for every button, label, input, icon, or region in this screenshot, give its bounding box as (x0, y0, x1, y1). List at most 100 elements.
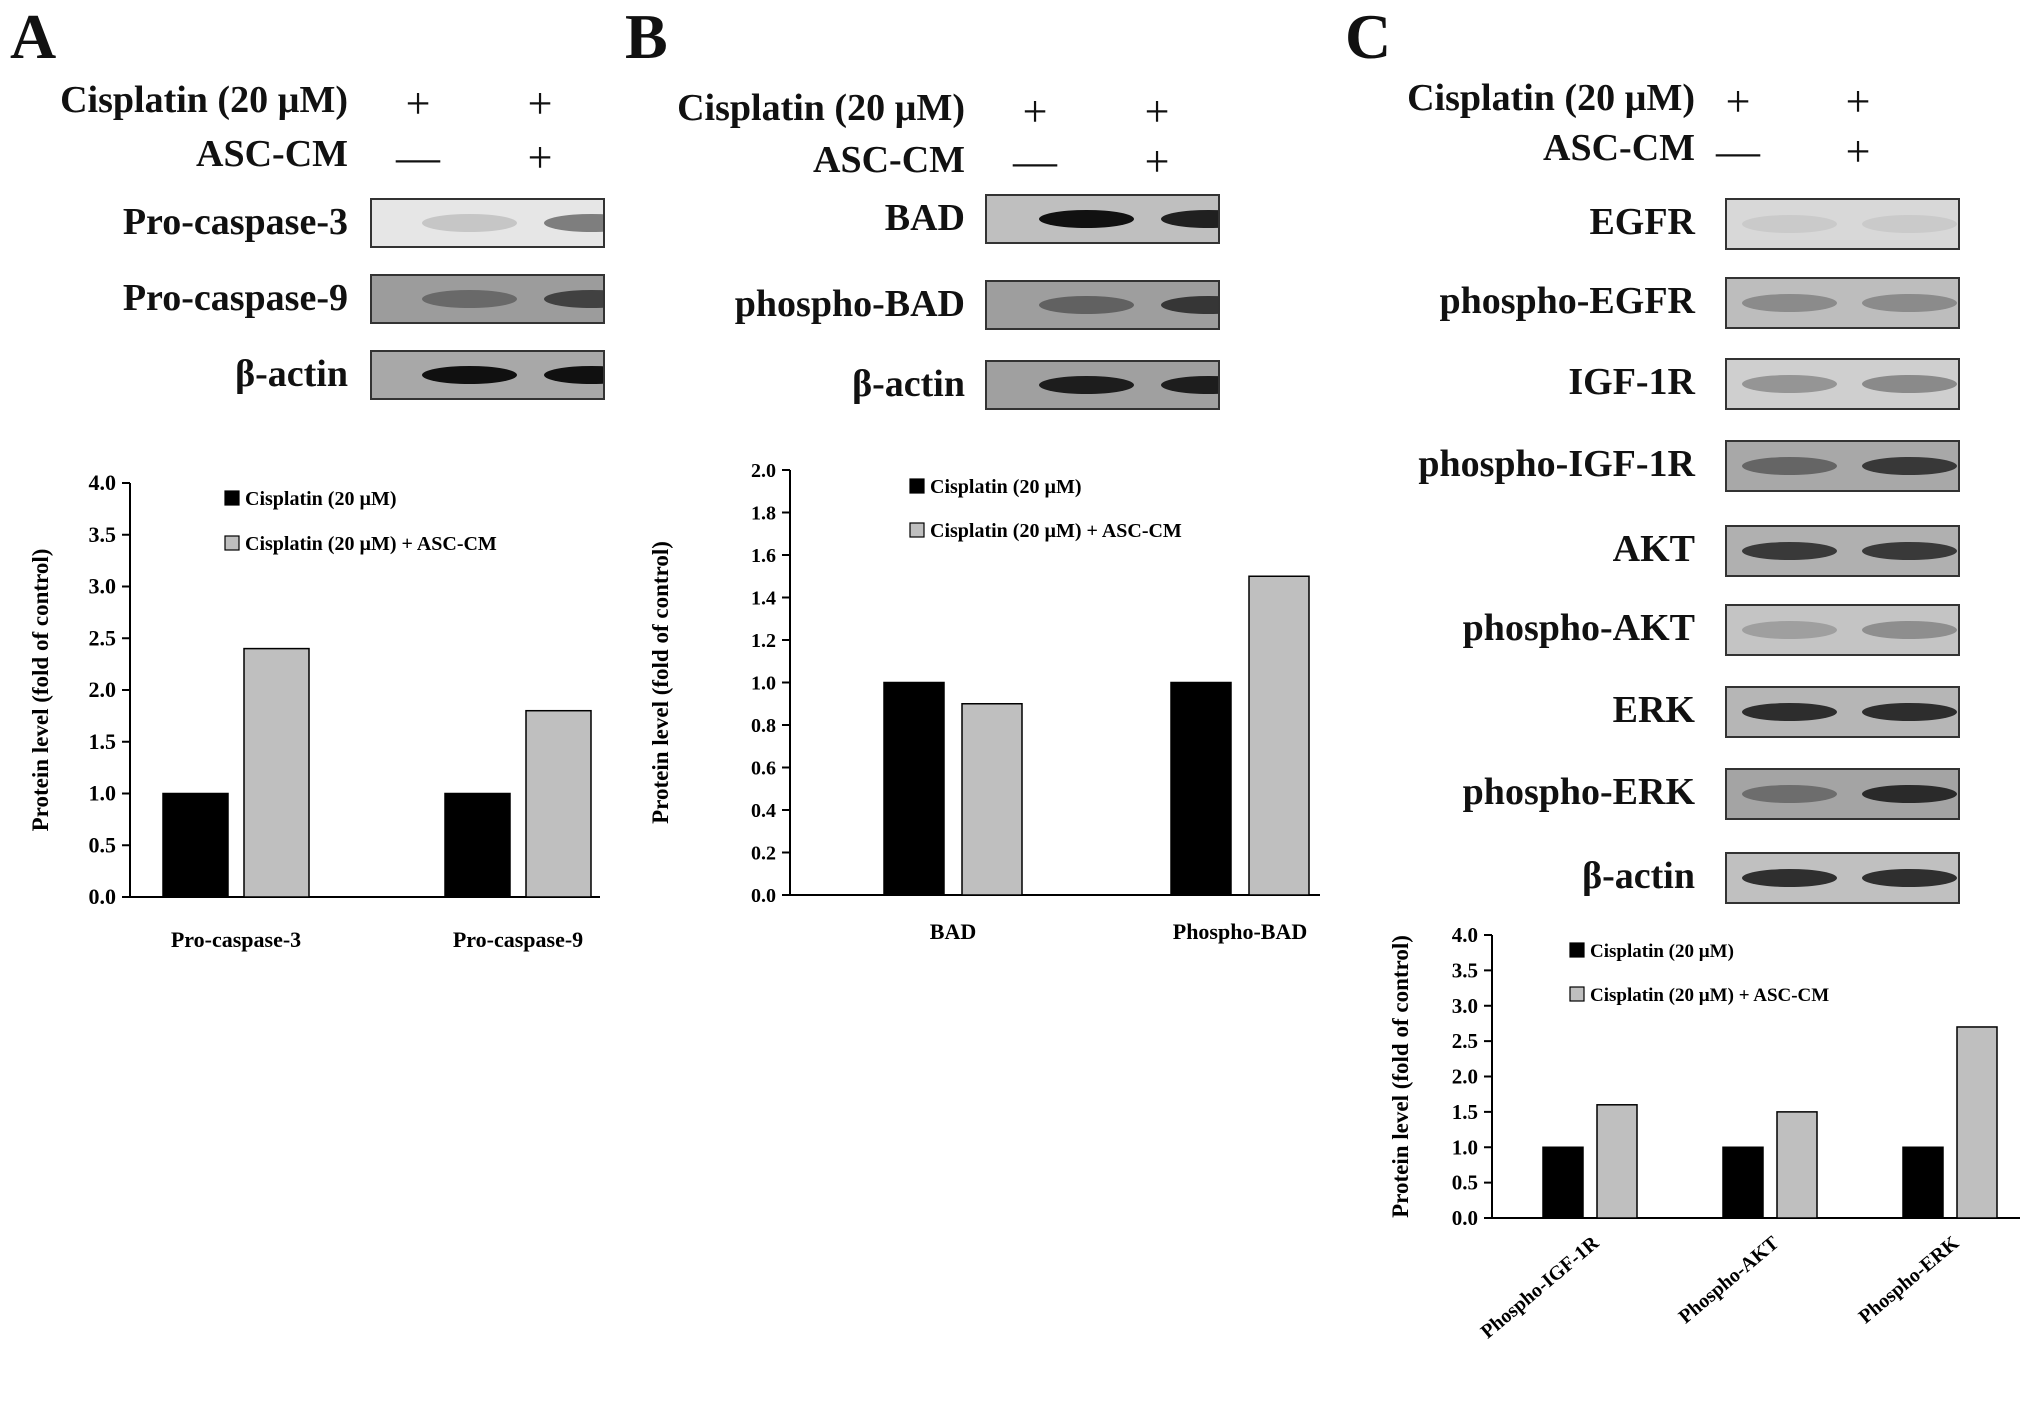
y-tick-label: 0.8 (751, 715, 776, 737)
blot-strip (1725, 686, 1960, 738)
legend-swatch (1569, 986, 1585, 1002)
blot-strip (985, 194, 1220, 244)
blot-strip (1725, 525, 1960, 577)
condition-label-asc-cm: ASC-CM (196, 133, 348, 175)
blot-band (1742, 703, 1837, 721)
x-tick-label: Phospho-ERK (1855, 1232, 1964, 1328)
y-tick-label: 1.4 (751, 588, 776, 610)
blot-band (1862, 703, 1957, 721)
condition-sign: + (527, 133, 553, 182)
blot-label: phospho-BAD (734, 283, 965, 325)
blot-band (1039, 210, 1134, 228)
condition-sign: — (1013, 137, 1057, 186)
blot-strip (1725, 440, 1960, 492)
blot-label: β-actin (1582, 855, 1695, 897)
condition-sign: — (1716, 127, 1760, 176)
x-tick-label: Phospho-AKT (1675, 1232, 1784, 1329)
bar-chart-b: 0.0 0.2 0.4 0.6 0.8 1.0 1.2 1.4 1.6 1.8 2.0 Protein… (648, 460, 1320, 944)
condition-label-asc-cm: ASC-CM (1543, 127, 1695, 169)
bar (1902, 1146, 1944, 1219)
blot-strip (1725, 604, 1960, 656)
legend-swatch (909, 522, 925, 538)
legend-label: Cisplatin (20 µM) (1590, 941, 1734, 962)
x-tick-label: BAD (930, 919, 976, 944)
bar (525, 709, 592, 898)
blot-band (544, 366, 603, 384)
blot-label: β-actin (235, 353, 348, 395)
bar (961, 703, 1023, 896)
y-tick-label: 0.2 (751, 843, 776, 865)
blot-band (1742, 542, 1837, 560)
y-tick-label: 2.0 (1452, 1065, 1478, 1089)
blot-band (422, 366, 517, 384)
y-tick-label: 1.0 (1452, 1135, 1478, 1159)
y-tick-label: 1.2 (751, 630, 776, 652)
bar (883, 681, 945, 896)
legend-swatch (224, 490, 240, 506)
blot-band (1862, 294, 1957, 312)
condition-label-cisplatin: Cisplatin (20 µM) (1407, 77, 1695, 119)
panel-letter-c: C (1345, 1, 1392, 72)
y-tick-label: 1.6 (751, 545, 776, 567)
y-tick-label: 0.0 (751, 885, 776, 907)
blot-label: ERK (1612, 689, 1695, 731)
legend-label: Cisplatin (20 µM) + ASC-CM (245, 533, 497, 555)
condition-sign: + (1725, 77, 1751, 126)
condition-sign: + (1022, 87, 1048, 136)
y-tick-label: 2.0 (751, 460, 776, 482)
blot-band (1161, 210, 1218, 228)
bar (1248, 575, 1310, 896)
y-tick-label: 0.5 (1452, 1171, 1478, 1195)
bar-chart-a: 0.0 0.5 1.0 1.5 2.0 2.5 3.0 3.5 4.0 Protein level… (28, 470, 600, 952)
condition-sign: + (1845, 127, 1871, 176)
blot-band (1862, 457, 1957, 475)
x-tick-label: Pro-caspase-9 (453, 927, 583, 952)
x-tick-label: Pro-caspase-3 (171, 927, 301, 952)
condition-sign: + (405, 79, 431, 128)
blot-band (1862, 785, 1957, 803)
y-tick-label: 4.0 (1452, 923, 1478, 947)
x-tick-label: Phospho-BAD (1173, 919, 1307, 944)
blot-band (1742, 375, 1837, 393)
bar (1776, 1111, 1818, 1219)
y-tick-label: 2.5 (1452, 1029, 1478, 1053)
legend-swatch (909, 478, 925, 494)
y-tick-label: 1.0 (751, 673, 776, 695)
legend-swatch (224, 535, 240, 551)
condition-label-asc-cm: ASC-CM (813, 139, 965, 181)
y-tick-label: 2.5 (89, 625, 117, 650)
blot-band (1862, 621, 1957, 639)
blot-band (1742, 869, 1837, 887)
blot-band (1742, 294, 1837, 312)
blot-band (1161, 376, 1218, 394)
y-tick-label: 1.5 (1452, 1100, 1478, 1124)
blot-band (1039, 296, 1134, 314)
y-tick-label: 0.6 (751, 758, 776, 780)
x-tick-label: Phospho-IGF-1R (1477, 1232, 1604, 1344)
condition-sign: — (396, 133, 440, 182)
blot-strip (370, 274, 605, 324)
condition-label-cisplatin: Cisplatin (20 µM) (677, 87, 965, 129)
legend-label: Cisplatin (20 µM) (245, 488, 397, 510)
blot-strip (1725, 852, 1960, 904)
blot-label: phospho-EGFR (1439, 280, 1695, 322)
y-tick-label: 4.0 (89, 470, 117, 495)
panel-letter-b: B (625, 1, 668, 72)
blot-label: β-actin (852, 363, 965, 405)
legend-label: Cisplatin (20 µM) + ASC-CM (1590, 985, 1829, 1006)
y-tick-label: 0.0 (1452, 1206, 1478, 1230)
bar (1170, 681, 1232, 896)
blot-band (1742, 457, 1837, 475)
blot-band (422, 214, 517, 232)
blot-label: IGF-1R (1568, 361, 1695, 403)
y-tick-label: 3.0 (1452, 994, 1478, 1018)
blot-strip (1725, 277, 1960, 329)
blot-strip (370, 198, 605, 248)
blot-band (1862, 542, 1957, 560)
bar (243, 647, 310, 898)
blot-label: BAD (884, 197, 965, 239)
condition-sign: + (1845, 77, 1871, 126)
blot-label: AKT (1612, 528, 1695, 570)
y-tick-label: 3.5 (89, 522, 117, 547)
legend-swatch (1569, 942, 1585, 958)
